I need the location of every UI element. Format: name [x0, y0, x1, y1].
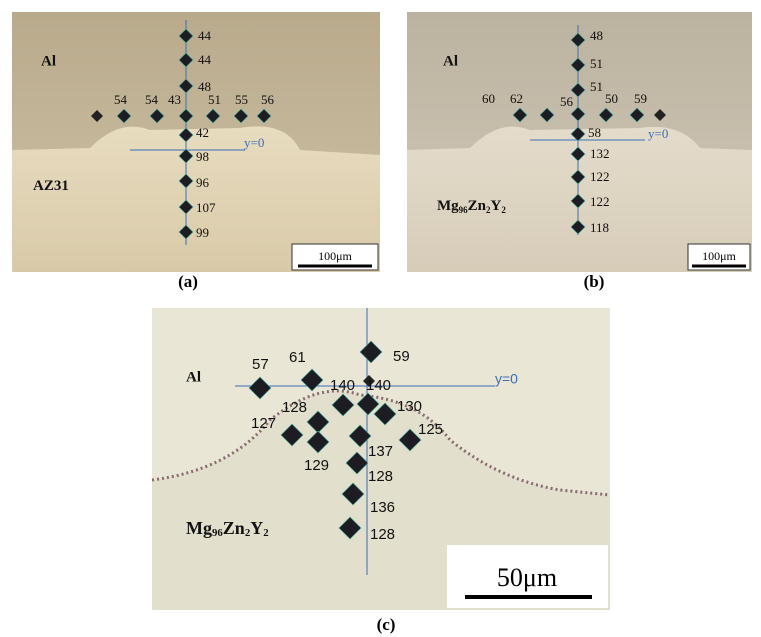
scale-label: 50μm	[497, 563, 557, 592]
hardness-value: 48	[590, 28, 603, 43]
bottom-label: Mg96Zn2Y2	[186, 518, 269, 539]
hardness-value: 61	[289, 349, 306, 366]
caption: (c)	[377, 615, 396, 634]
hardness-value: 42	[196, 125, 209, 140]
hardness-value: 57	[252, 356, 269, 373]
hardness-value: 58	[588, 125, 601, 140]
label-part: 2	[501, 205, 506, 215]
hardness-value: 128	[370, 526, 395, 543]
hardness-value: 107	[196, 200, 216, 215]
top-label: Al	[443, 53, 458, 69]
scale-label: 100μm	[702, 249, 736, 263]
hardness-value: 118	[590, 220, 609, 235]
hardness-value: 54	[145, 92, 159, 107]
axis-label: y=0	[648, 126, 668, 141]
hardness-value: 136	[370, 499, 395, 516]
hardness-value: 129	[304, 457, 329, 474]
hardness-value: 60	[482, 91, 495, 106]
hardness-value: 51	[208, 92, 221, 107]
label-part: Y	[250, 518, 263, 538]
hardness-value: 98	[196, 149, 209, 164]
hardness-value: 99	[196, 225, 209, 240]
hardness-value: 44	[198, 52, 212, 67]
hardness-value: 44	[198, 28, 212, 43]
top-label: Al	[41, 53, 56, 69]
caption: (b)	[584, 272, 605, 291]
hardness-value: 125	[418, 421, 443, 438]
caption: (a)	[178, 272, 198, 291]
hardness-value: 56	[560, 94, 574, 109]
axis-label: y=0	[495, 371, 518, 387]
hardness-value: 140	[366, 377, 391, 394]
bottom-label: AZ31	[33, 178, 69, 194]
label-part: Zn	[223, 518, 245, 538]
hardness-value: 132	[590, 146, 610, 161]
scale-label: 100μm	[318, 249, 352, 263]
hardness-value: 128	[282, 399, 307, 416]
top-label: Al	[186, 369, 201, 385]
label-part: Mg	[437, 198, 459, 214]
hardness-value: 55	[235, 92, 248, 107]
label-part: AZ31	[33, 178, 69, 194]
hardness-value: 43	[168, 92, 181, 107]
label-part: Zn	[468, 198, 487, 214]
hardness-value: 59	[393, 348, 410, 365]
hardness-value: 128	[368, 468, 393, 485]
hardness-value: 137	[368, 443, 393, 460]
label-part: 2	[263, 527, 268, 539]
hardness-value: 62	[510, 91, 523, 106]
hardness-value: 122	[590, 194, 610, 209]
figure: 44 44 48 54 54 43 51 55 56 42 98 96 107 99 Al AZ31 y=0 10…	[0, 0, 761, 637]
hardness-value: 122	[590, 169, 610, 184]
label-part: 96	[212, 527, 223, 539]
hardness-value: 96	[196, 175, 210, 190]
hardness-value: 54	[114, 92, 128, 107]
hardness-value: 56	[261, 92, 275, 107]
label-part: Mg	[186, 518, 212, 538]
hardness-value: 140	[330, 377, 355, 394]
label-part: Y	[491, 198, 502, 214]
axis-label: y=0	[244, 135, 264, 150]
hardness-value: 51	[590, 56, 603, 71]
hardness-value: 130	[397, 398, 422, 415]
hardness-value: 59	[634, 91, 647, 106]
bottom-label: Mg96Zn2Y2	[437, 198, 506, 215]
hardness-value: 50	[605, 91, 618, 106]
hardness-value: 127	[251, 415, 276, 432]
hardness-value: 51	[590, 79, 603, 94]
